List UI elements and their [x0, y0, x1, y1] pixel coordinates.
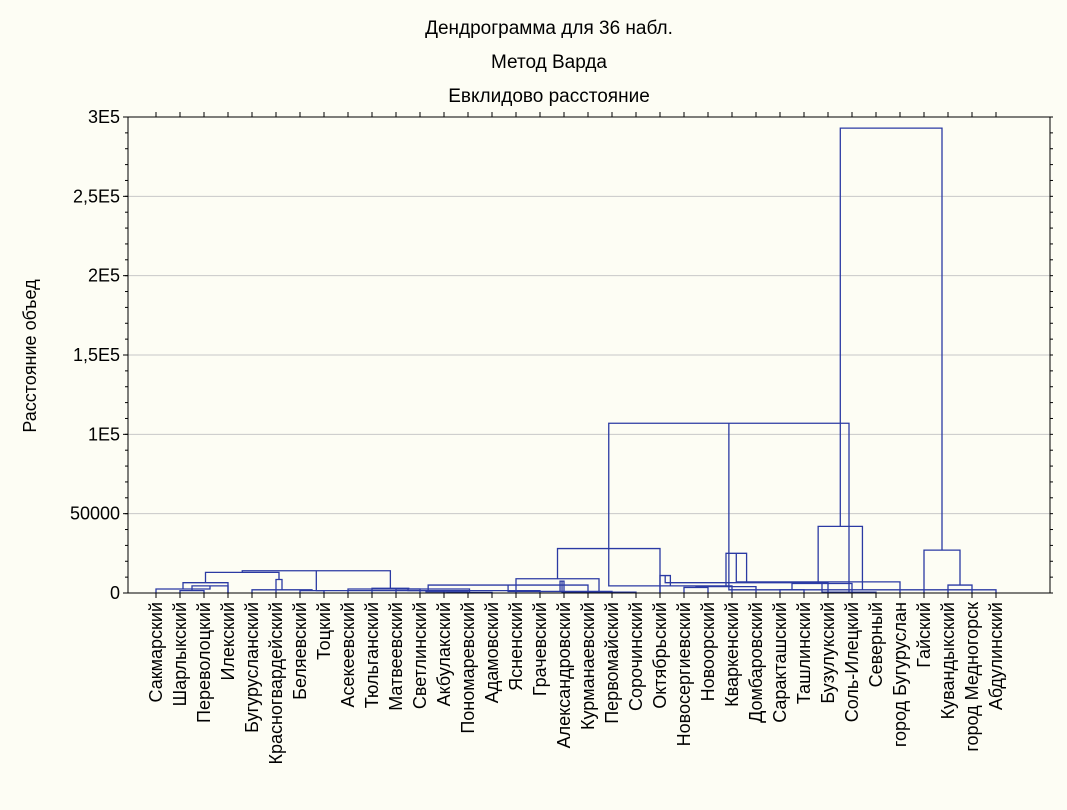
leaf-label: Грачевский [530, 602, 550, 696]
leaf-label: Сорочинский [626, 602, 646, 711]
y-tick-label: 3E5 [88, 107, 120, 127]
dendrogram-link [683, 586, 709, 593]
leaf-label: Кувандыкский [938, 602, 958, 719]
title-line-2: Метод Варда [491, 52, 607, 73]
y-tick-label: 50000 [70, 504, 120, 524]
leaf-label: Бугурусланский [242, 602, 262, 733]
leaf-label: Акбулакский [434, 602, 454, 706]
leaf-label: Октябрьский [650, 602, 670, 709]
y-tick-label: 0 [110, 583, 120, 603]
dendrogram-link [728, 423, 997, 593]
dendrogram-link [204, 571, 280, 583]
leaf-label: Александровский [554, 602, 574, 748]
y-tick-label: 2,5E5 [73, 186, 120, 206]
leaf-label: Курманаевский [578, 602, 598, 730]
y-axis-label: Расстояние объед [20, 279, 40, 433]
leaf-label: Пономаревский [458, 602, 478, 734]
leaf-label: Первомайский [602, 602, 622, 724]
leaf-label: Ясненский [506, 602, 526, 691]
leaf-label: Илекский [218, 602, 238, 681]
leaf-label: Переволоцкий [194, 602, 214, 723]
leaf-label: Северный [866, 602, 886, 687]
dendrogram-links [155, 127, 997, 594]
leaf-label: Новосергиевский [674, 602, 694, 746]
axes [123, 112, 1053, 598]
leaf-label: Светлинский [410, 602, 430, 709]
dendrogram-link [947, 584, 973, 593]
leaf-label: Тоцкий [314, 602, 334, 660]
leaf-label: Асекеевский [338, 602, 358, 707]
leaf-label: Абдулинский [986, 602, 1006, 710]
dendrogram-link [182, 582, 229, 593]
y-tick-labels: 0 50000 1E5 1,5E5 2E5 2,5E5 3E5 [70, 107, 120, 603]
leaf-label: город Медногорск [962, 602, 982, 752]
dendrogram-link [251, 589, 313, 593]
leaf-label: Шарлыкский [170, 602, 190, 706]
title-line-1: Дендрограмма для 36 набл. [425, 18, 673, 39]
dendrogram-link [275, 578, 283, 593]
dendrogram-link [817, 525, 864, 590]
leaf-label: Новоорский [698, 602, 718, 701]
chart-title: Дендрограмма для 36 набл. Метод Варда Ев… [425, 18, 673, 107]
leaf-label: Сакмарский [146, 602, 166, 702]
dendrogram-link [839, 127, 943, 551]
leaf-label: Адамовский [482, 602, 502, 703]
y-tick-label: 2E5 [88, 266, 120, 286]
y-tick-label: 1,5E5 [73, 345, 120, 365]
leaf-label: город Бугуруслан [890, 602, 910, 747]
leaf-label: Гайский [914, 602, 934, 668]
grid-lines [128, 116, 1050, 515]
leaf-label: Красногвардейский [266, 602, 286, 765]
leaf-label: Кваркенский [722, 602, 742, 707]
dendrogram-link [923, 549, 961, 593]
leaf-label: Ташлинский [794, 602, 814, 704]
leaf-label: Матвеевский [386, 602, 406, 711]
y-tick-label: 1E5 [88, 424, 120, 444]
title-line-3: Евклидово расстояние [448, 86, 650, 107]
leaf-label: Беляевский [290, 602, 310, 700]
leaf-label: Саракташский [770, 602, 790, 723]
dendrogram-link [664, 575, 829, 593]
leaf-label: Домбаровский [746, 602, 766, 723]
leaf-label: Соль-Илецкий [842, 602, 862, 722]
leaf-label: Бузулукский [818, 602, 838, 704]
leaf-label: Тюльганский [362, 602, 382, 708]
leaf-labels: Сакмарский Шарлыкский Переволоцкий Илекский… [146, 602, 1006, 765]
dendrogram-link [725, 552, 748, 587]
